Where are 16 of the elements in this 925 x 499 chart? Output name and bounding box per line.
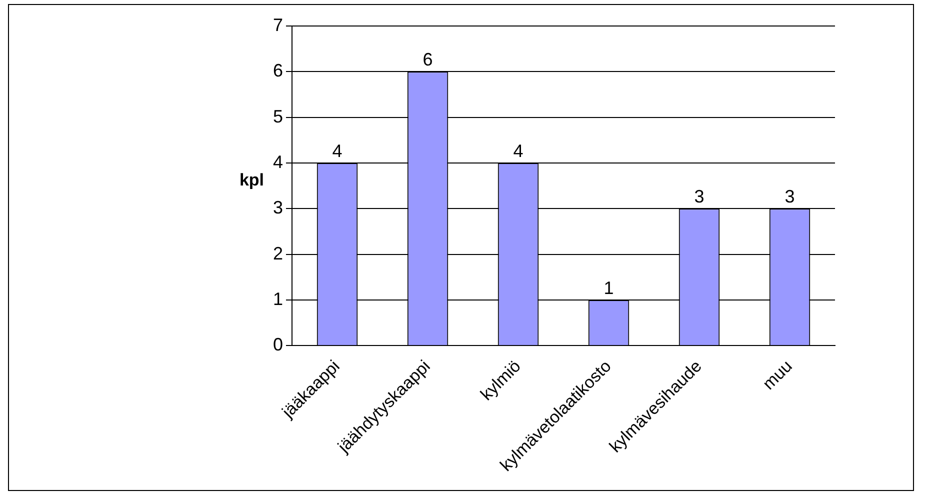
data-label: 6 (422, 50, 433, 70)
data-label: 3 (784, 186, 795, 207)
y-tick-label: 0 (272, 334, 284, 355)
y-tick-label: 1 (272, 288, 284, 309)
y-tick-label: 2 (272, 243, 284, 264)
y-tick-label: 4 (272, 152, 284, 172)
x-tick-label: muu (759, 356, 796, 394)
y-tick-label: 5 (272, 106, 284, 126)
data-label: 3 (694, 186, 704, 207)
data-label: 1 (604, 278, 614, 298)
y-axis-title: kpl (239, 170, 264, 190)
data-label: 4 (332, 140, 342, 161)
y-tick-label: 3 (272, 198, 284, 218)
data-label: 4 (513, 140, 524, 161)
y-tick-label: 7 (272, 14, 284, 35)
y-tick-label: 6 (272, 60, 284, 81)
